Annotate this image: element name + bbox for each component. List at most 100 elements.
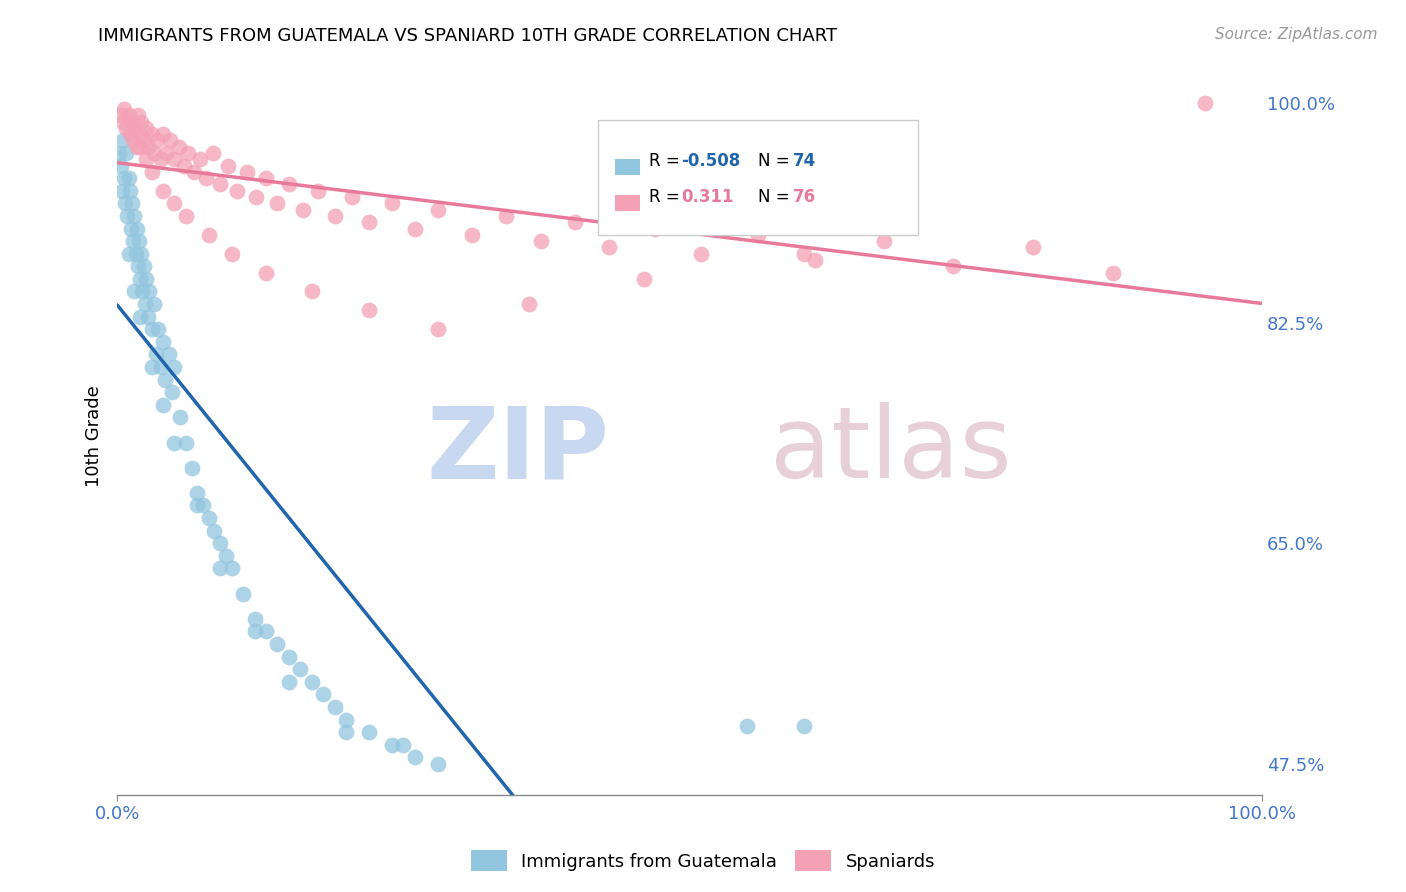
Point (381, 738, 404, 752)
Point (122, 234, 145, 248)
Point (141, 165, 163, 179)
Point (381, 196, 404, 211)
Point (141, 359, 163, 374)
Point (323, 209, 346, 223)
Point (125, 221, 148, 235)
Point (141, 127, 163, 141)
Point (1194, 95, 1216, 110)
Point (125, 139, 148, 153)
Point (1102, 266, 1125, 280)
Point (277, 674, 299, 689)
Point (266, 637, 288, 651)
Point (163, 153, 186, 167)
Point (243, 624, 266, 639)
Point (461, 227, 484, 242)
Point (131, 285, 153, 299)
Point (155, 373, 177, 387)
Point (159, 133, 181, 147)
Text: N =: N = (758, 187, 796, 205)
Point (129, 139, 152, 153)
Text: 74: 74 (793, 152, 815, 169)
Point (163, 435, 186, 450)
Point (209, 561, 232, 575)
Point (301, 285, 323, 299)
Point (404, 750, 426, 764)
Point (142, 297, 165, 311)
Point (163, 359, 186, 374)
Point (335, 725, 357, 739)
Point (174, 209, 197, 223)
Point (121, 196, 143, 211)
Point (202, 146, 225, 161)
Point (124, 209, 146, 223)
Point (357, 303, 380, 318)
Point (217, 159, 239, 173)
Point (291, 202, 314, 217)
Text: R =: R = (650, 187, 690, 205)
Point (157, 347, 180, 361)
Point (277, 649, 299, 664)
Point (404, 221, 426, 235)
Point (243, 612, 266, 626)
Point (204, 524, 226, 538)
Point (127, 260, 149, 274)
Point (129, 272, 152, 286)
Point (690, 246, 713, 260)
Point (146, 133, 169, 147)
Point (301, 674, 323, 689)
Point (149, 359, 172, 374)
Point (340, 190, 363, 204)
Point (197, 511, 219, 525)
Point (793, 246, 815, 260)
Point (129, 127, 152, 141)
Point (209, 536, 232, 550)
Point (232, 586, 254, 600)
Point (226, 184, 249, 198)
Point (186, 499, 208, 513)
Point (142, 146, 165, 161)
Point (357, 725, 380, 739)
Text: atlas: atlas (769, 402, 1011, 500)
Text: IMMIGRANTS FROM GUATEMALA VS SPANIARD 10TH GRADE CORRELATION CHART: IMMIGRANTS FROM GUATEMALA VS SPANIARD 10… (98, 27, 838, 45)
Point (254, 624, 277, 639)
Text: 0.311: 0.311 (682, 187, 734, 205)
Point (392, 738, 415, 752)
Point (873, 234, 896, 248)
Point (110, 159, 132, 173)
Point (735, 719, 758, 733)
Point (135, 120, 157, 135)
Point (112, 171, 135, 186)
Point (117, 246, 139, 260)
Point (129, 114, 152, 128)
Point (132, 260, 155, 274)
Point (180, 460, 202, 475)
FancyBboxPatch shape (598, 120, 918, 235)
Point (141, 322, 163, 336)
Point (111, 133, 134, 147)
Bar (616, 195, 640, 211)
Point (136, 139, 159, 153)
Point (277, 178, 299, 192)
Point (111, 114, 134, 128)
Point (197, 227, 219, 242)
Point (186, 486, 208, 500)
Point (129, 310, 152, 324)
Point (163, 196, 186, 211)
Point (132, 133, 155, 147)
Point (152, 334, 174, 349)
Point (124, 285, 146, 299)
Point (177, 146, 200, 161)
Point (167, 139, 190, 153)
Point (215, 549, 238, 563)
Point (148, 322, 170, 336)
Point (793, 719, 815, 733)
Point (115, 146, 138, 161)
Text: Source: ZipAtlas.com: Source: ZipAtlas.com (1215, 27, 1378, 42)
Point (245, 190, 267, 204)
Point (111, 184, 134, 198)
Point (155, 146, 177, 161)
Point (357, 215, 380, 229)
Text: ZIP: ZIP (426, 402, 609, 500)
Point (517, 297, 540, 311)
Point (235, 165, 257, 179)
